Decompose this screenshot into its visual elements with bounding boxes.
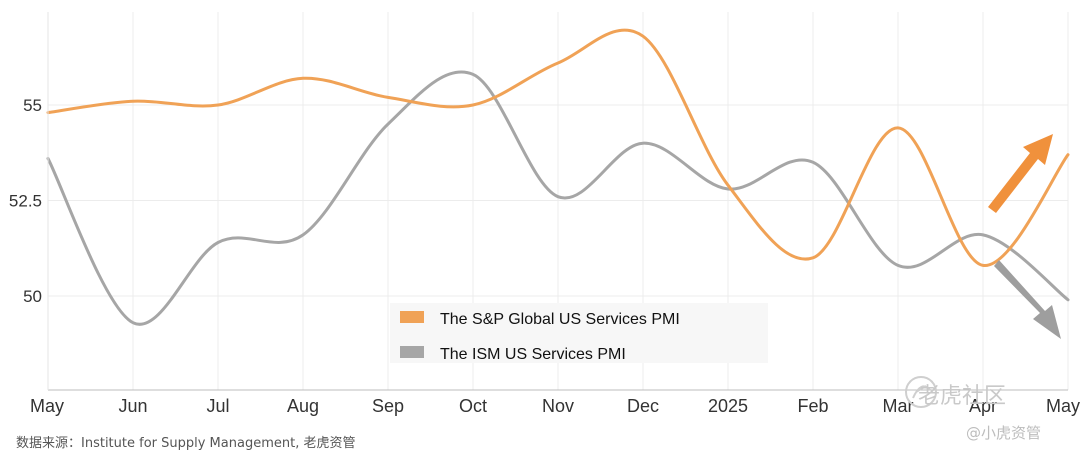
x-tick-label: Sep (372, 396, 404, 416)
y-tick-label: 50 (23, 287, 42, 306)
legend-label-ism: The ISM US Services PMI (440, 346, 626, 363)
series-line-sp-global (46, 28, 1070, 267)
x-tick-label: Jul (206, 396, 229, 416)
legend: The S&P Global US Services PMI The ISM U… (390, 303, 768, 363)
tiger-community-logo-icon (905, 376, 937, 408)
x-tick-label: Oct (459, 396, 487, 416)
x-tick-label: Dec (627, 396, 659, 416)
x-tick-label: Aug (287, 396, 319, 416)
up-arrow-icon (988, 134, 1053, 213)
series-line-ism (46, 70, 1070, 326)
down-arrow-icon (994, 260, 1061, 339)
trend-arrows (988, 134, 1061, 339)
legend-label-sp-global: The S&P Global US Services PMI (440, 311, 680, 328)
source-note: 数据来源：Institute for Supply Management, 老虎… (16, 436, 356, 451)
y-tick-label: 52.5 (9, 192, 42, 211)
x-tick-label: Nov (542, 396, 574, 416)
watermark-main: 老虎社区 (918, 384, 1007, 409)
axes: 55 52.5 50 May Jun Jul Aug Sep Oct Nov Dec 2025 Feb M… (9, 12, 1080, 416)
x-tick-label: Jun (118, 396, 147, 416)
x-tick-label: May (1046, 396, 1080, 416)
x-tick-label: Mar (883, 396, 914, 416)
series-lines (46, 28, 1070, 326)
legend-swatch-sp-global (400, 311, 424, 323)
x-tick-label: 2025 (708, 396, 748, 416)
y-tick-label: 55 (23, 96, 42, 115)
x-tick-label: Apr (969, 396, 997, 416)
legend-swatch-ism (400, 346, 424, 358)
watermark-sub: @小虎资管 (966, 424, 1042, 442)
x-tick-label: Feb (797, 396, 828, 416)
legend-background (390, 303, 768, 363)
x-tick-label: May (30, 396, 64, 416)
